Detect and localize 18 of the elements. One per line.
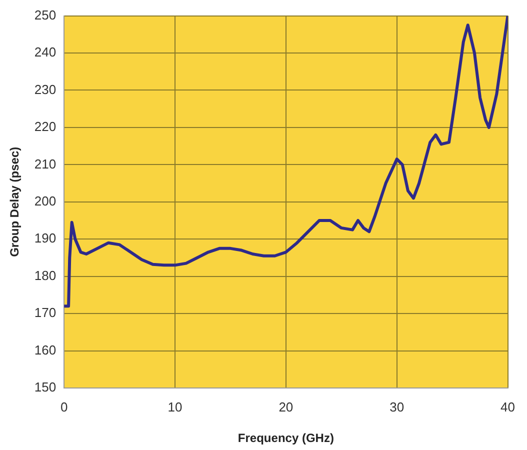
y-tick-label: 190 <box>34 230 56 246</box>
y-tick-label: 240 <box>34 44 56 60</box>
x-tick-label: 20 <box>278 399 294 414</box>
y-tick-label: 210 <box>34 156 56 172</box>
y-tick-label: 170 <box>34 305 56 320</box>
y-tick-label: 200 <box>34 193 56 208</box>
y-tick-label: 220 <box>34 119 56 134</box>
y-tick-label: 230 <box>34 82 56 97</box>
y-tick-label: 180 <box>34 268 56 283</box>
x-tick-label: 0 <box>60 399 68 414</box>
y-tick-label: 160 <box>34 342 56 358</box>
x-tick-label: 40 <box>500 399 516 414</box>
y-tick-label: 250 <box>34 7 56 22</box>
y-axis-title: Group Delay (psec) <box>8 146 22 257</box>
y-tick-label: 150 <box>34 380 56 395</box>
x-tick-label: 30 <box>390 399 404 414</box>
x-tick-label: 10 <box>168 399 182 414</box>
x-axis-title: Frequency (GHz) <box>238 431 334 446</box>
